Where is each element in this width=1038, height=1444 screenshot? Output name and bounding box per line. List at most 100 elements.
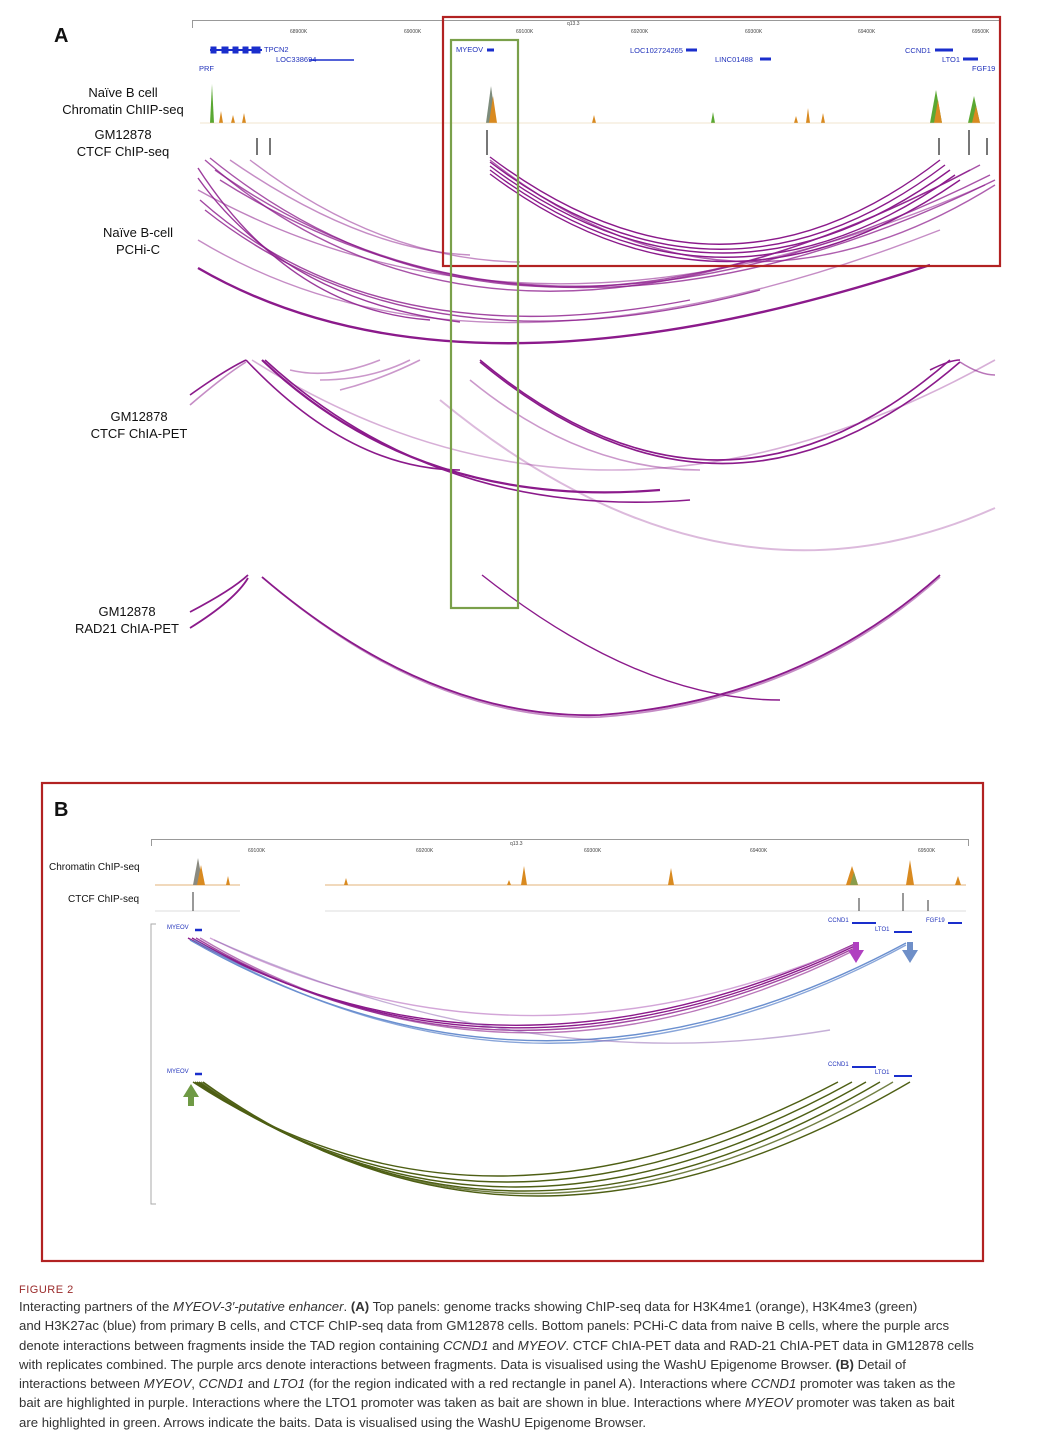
gene-glyphs-a [210, 46, 978, 61]
track-label-line: CTCF ChIP-seq [76, 144, 170, 159]
caption-text: . CTCF ChIA-PET data and RAD-21 ChIA-PET… [565, 1337, 974, 1353]
panel-a-letter: A [54, 25, 69, 47]
track-label-line: Chromatin ChIIP-seq [62, 102, 184, 117]
track-label-line: Naïve B cell [88, 85, 158, 100]
caption-text: denote interactions between fragments in… [19, 1337, 443, 1353]
caption-line: interactions between MYEOV, CCND1 and LT… [19, 1374, 1029, 1393]
caption-text: bait are highlighted in purple. Interact… [19, 1395, 745, 1411]
track-label-chromatin-chip: Naïve B cell Chromatin ChIIP-seq [56, 84, 190, 118]
rad21-chiapet-arcs [189, 574, 941, 719]
tick-label: 69300K [745, 29, 763, 35]
tick-label: 69100K [248, 848, 266, 854]
caption-text: CCND1 [198, 1376, 245, 1392]
gene-label-ccnd1-b: CCND1 [828, 918, 849, 924]
caption-text: Interacting partners of the [19, 1299, 173, 1314]
panel-b-letter: B [54, 799, 69, 821]
gene-label-loc338694: LOC338694 [276, 55, 317, 64]
band-label: q13.3 [567, 21, 580, 27]
tick-label: 69500K [972, 29, 990, 35]
green-highlight-box [449, 38, 520, 610]
caption-line: with replicates combined. The purple arc… [19, 1355, 1029, 1374]
chip-peaks-b [155, 858, 966, 912]
tick-label: 69500K [918, 848, 936, 854]
caption-text: with replicates combined. The purple arc… [19, 1356, 832, 1372]
gene-label-ccnd1: CCND1 [905, 46, 931, 55]
red-highlight-box [441, 15, 1002, 268]
track-label-line: GM12878 [110, 409, 168, 424]
gene-label-myeov-b: MYEOV [167, 925, 189, 931]
gene-label-loc102724265: LOC102724265 [630, 46, 683, 55]
track-label-line: CTCF ChIA-PET [90, 426, 188, 441]
bait-arrow-ccnd1 [848, 942, 864, 963]
figure-caption-title: FIGURE 2 [19, 1284, 74, 1296]
track-label-rad21-chiapet: GM12878 RAD21 ChIA-PET [60, 603, 194, 637]
track-label-b-ctcf: CTCF ChIP-seq [68, 894, 140, 905]
gene-glyphs-b [195, 922, 962, 1077]
gene-label-lto1-b2: LTO1 [875, 1070, 890, 1076]
caption-text: CCND1 [750, 1376, 797, 1392]
tick-label: 69100K [516, 29, 534, 35]
tick-label: 69200K [416, 848, 434, 854]
tick-label: 69000K [404, 29, 422, 35]
tick-label: 69300K [584, 848, 602, 854]
bait-arrow-myeov [183, 1084, 199, 1106]
caption-text: MYEOV [744, 1395, 793, 1411]
arcs-ccnd1-lto1 [187, 937, 907, 1044]
caption-line: and H3K27ac (blue) from primary B cells,… [19, 1318, 950, 1334]
arcs-myeov [192, 1081, 911, 1197]
caption-text: (B) [835, 1356, 854, 1372]
caption-text: (for the region indicated with a red rec… [305, 1376, 751, 1392]
caption-text: , [191, 1376, 199, 1392]
caption-text: interactions between [19, 1376, 144, 1392]
gene-label-myeov: MYEOV [456, 45, 484, 54]
caption-text: . [343, 1299, 351, 1314]
ctcf-chiapet-arcs [189, 359, 996, 552]
tick-label: 69400K [750, 848, 768, 854]
caption-line: Interacting partners of the MYEOV-3′-put… [19, 1297, 1029, 1316]
caption-line: are highlighted in green. Arrows indicat… [19, 1414, 646, 1430]
gene-label-tpcn2: TPCN2 [264, 45, 289, 54]
panel-b-frame [40, 781, 985, 1263]
caption-text: promoter was taken as bait [792, 1395, 955, 1411]
track-label-ctcf-chip: GM12878 CTCF ChIP-seq [56, 126, 190, 160]
caption-line: denote interactions between fragments in… [19, 1336, 1029, 1355]
gene-label-linc01488: LINC01488 [715, 55, 753, 64]
bait-arrow-lto1 [902, 942, 918, 963]
caption-text: LTO1 [273, 1376, 306, 1392]
ctcf-peaks-a [256, 130, 988, 155]
caption-text: and [488, 1337, 518, 1353]
chip-peaks-a [200, 84, 995, 124]
band-label: q13.3 [510, 841, 523, 847]
caption-text: Top panels: genome tracks showing ChIP-s… [369, 1299, 918, 1314]
caption-text: MYEOV-3′-putative enhancer [172, 1299, 344, 1314]
track-label-line: PCHi-C [115, 242, 161, 257]
caption-text: and [244, 1376, 274, 1392]
caption-line: bait are highlighted in purple. Interact… [19, 1393, 1029, 1412]
caption-text: MYEOV [517, 1337, 566, 1353]
track-label-line: Naïve B-cell [102, 225, 174, 240]
tick-label: 69200K [631, 29, 649, 35]
gene-label-myeov-b2: MYEOV [167, 1069, 189, 1075]
gene-label-lto1-b: LTO1 [875, 927, 890, 933]
pchic-arcs [197, 156, 996, 345]
track-label-line: GM12878 [94, 127, 152, 142]
caption-text: (A) [350, 1299, 370, 1314]
gene-label-lto1: LTO1 [942, 55, 961, 64]
caption-text: CCND1 [442, 1337, 489, 1353]
track-label-pchic: Naïve B-cell PCHi-C [71, 224, 205, 258]
caption-text: promoter was taken as the [796, 1376, 956, 1392]
tick-label: 68900K [290, 29, 308, 35]
track-label-line: RAD21 ChIA-PET [74, 621, 180, 636]
gene-label-prf: PRF [199, 64, 214, 73]
tick-label: 69400K [858, 29, 876, 35]
gene-label-fgf19-b: FGF19 [926, 918, 945, 924]
figure-caption: Interacting partners of the MYEOV-3′-put… [19, 1297, 1029, 1432]
track-label-ctcf-chiapet: GM12878 CTCF ChIA-PET [72, 408, 206, 442]
track-label-b-chromatin: Chromatin ChIP-seq [49, 862, 140, 873]
caption-text: Detail of [853, 1356, 906, 1372]
gene-label-fgf19: FGF19 [972, 64, 996, 73]
caption-text: MYEOV [143, 1376, 192, 1392]
chromosome-ruler-b [151, 839, 969, 846]
track-label-line: GM12878 [98, 604, 156, 619]
